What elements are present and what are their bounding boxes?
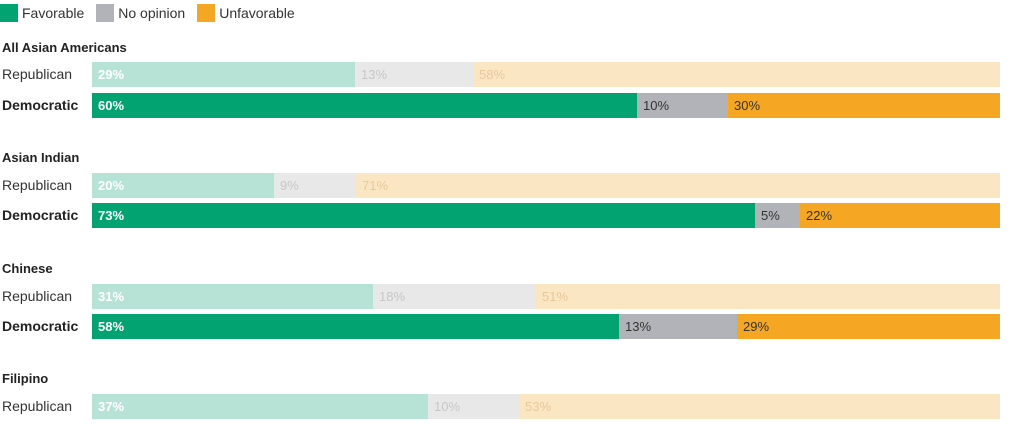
bar-segment-no-opinion: 5%	[755, 203, 800, 228]
bar-segment-unfavorable: 29%	[737, 314, 1000, 339]
legend-swatch-no-opinion	[96, 4, 115, 22]
bar-segment-unfavorable: 22%	[800, 203, 1000, 228]
bar-segment-no-opinion: 13%	[355, 62, 473, 87]
bar-segment-unfavorable: 30%	[728, 93, 1000, 118]
bar-asian-indian-democratic: 73% 5% 22%	[92, 203, 1000, 228]
legend-label-no-opinion: No opinion	[118, 5, 186, 21]
legend-swatch-unfavorable	[197, 4, 216, 22]
bar-segment-no-opinion: 9%	[274, 173, 356, 198]
chart-legend: Favorable No opinion Unfavorable	[0, 3, 307, 23]
legend-item-no-opinion: No opinion	[96, 4, 185, 22]
row-label-democratic: Democratic	[2, 207, 79, 223]
row-label-democratic: Democratic	[2, 97, 79, 113]
bar-all-asian-americans-republican: 29% 13% 58%	[92, 62, 1000, 87]
bar-segment-unfavorable: 58%	[473, 62, 1000, 87]
bar-segment-favorable: 37%	[92, 394, 428, 419]
bar-filipino-republican: 37% 10% 53%	[92, 394, 1000, 419]
bar-segment-favorable: 73%	[92, 203, 755, 228]
bar-segment-favorable: 31%	[92, 284, 373, 309]
legend-label-unfavorable: Unfavorable	[219, 5, 295, 21]
bar-all-asian-americans-democratic: 60% 10% 30%	[92, 93, 1000, 118]
bar-segment-favorable: 58%	[92, 314, 619, 339]
row-label-republican: Republican	[2, 288, 73, 304]
group-title-asian-indian: Asian Indian	[2, 150, 80, 165]
bar-segment-favorable: 60%	[92, 93, 637, 118]
group-title-chinese: Chinese	[2, 261, 53, 276]
legend-swatch-favorable	[0, 4, 18, 22]
row-label-republican: Republican	[2, 66, 73, 82]
bar-segment-favorable: 29%	[92, 62, 355, 87]
bar-segment-favorable: 20%	[92, 173, 274, 198]
group-title-filipino: Filipino	[2, 371, 49, 386]
bar-chinese-republican: 31% 18% 51%	[92, 284, 1000, 309]
bar-chinese-democratic: 58% 13% 29%	[92, 314, 1000, 339]
row-label-democratic: Democratic	[2, 318, 79, 334]
bar-segment-unfavorable: 51%	[536, 284, 1000, 309]
row-label-republican: Republican	[2, 398, 73, 414]
bar-asian-indian-republican: 20% 9% 71%	[92, 173, 1000, 198]
legend-label-favorable: Favorable	[22, 5, 85, 21]
bar-segment-no-opinion: 10%	[428, 394, 519, 419]
bar-segment-no-opinion: 13%	[619, 314, 737, 339]
group-title-all-asian-americans: All Asian Americans	[2, 40, 127, 55]
row-label-republican: Republican	[2, 177, 73, 193]
legend-item-unfavorable: Unfavorable	[197, 4, 295, 22]
bar-segment-unfavorable: 71%	[356, 173, 1000, 198]
bar-segment-unfavorable: 53%	[519, 394, 1000, 419]
bar-segment-no-opinion: 18%	[373, 284, 536, 309]
legend-item-favorable: Favorable	[0, 4, 84, 22]
bar-segment-no-opinion: 10%	[637, 93, 728, 118]
